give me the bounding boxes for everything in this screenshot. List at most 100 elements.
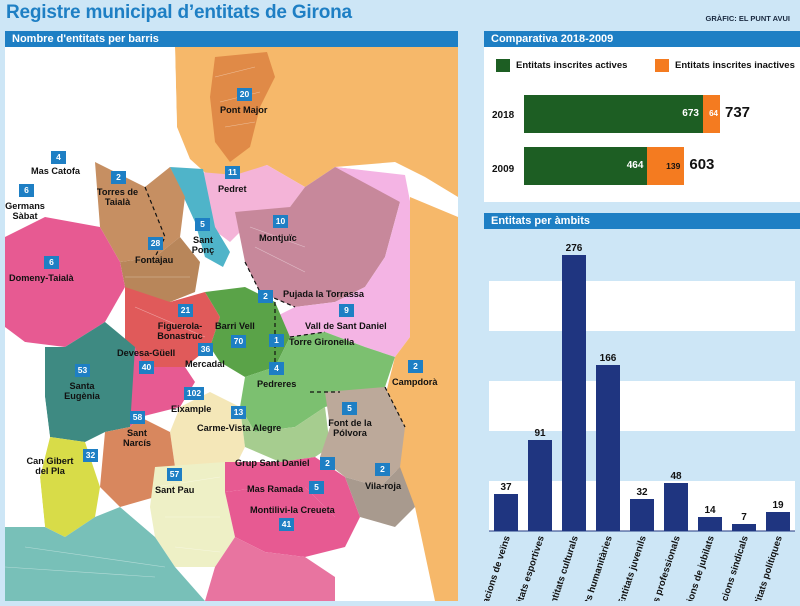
district-label-grup-sant-daniel: Grup Sant Daniel xyxy=(235,458,310,468)
bar-value-label: 166 xyxy=(600,353,617,364)
bar-2009-active: 464 xyxy=(524,147,648,185)
district-count-eixample: 102 xyxy=(184,387,204,400)
bar-8 xyxy=(766,512,790,531)
year-label-2018: 2018 xyxy=(492,110,515,121)
pont-major-core xyxy=(210,52,275,162)
district-label-vall-sant-daniel: Vall de Sant Daniel xyxy=(305,321,387,331)
grid-band xyxy=(489,331,795,381)
river-ter xyxy=(170,167,230,267)
grid-band xyxy=(489,281,795,331)
eixample-zone xyxy=(170,392,245,467)
district-count-sant-narcis: 58 xyxy=(130,411,145,424)
santa-eugenia-zone xyxy=(45,322,145,442)
bar-3 xyxy=(596,365,620,531)
total-2009: 603 xyxy=(689,156,715,173)
district-label-montjuic: Montjuïc xyxy=(259,233,297,243)
montjuic-zone xyxy=(235,167,400,307)
domeny-zone xyxy=(5,217,125,347)
legend-inactive-swatch xyxy=(655,59,669,72)
district-label-mas-catofa: Mas Catofa xyxy=(31,166,81,176)
district-count-sant-pau: 57 xyxy=(167,468,182,481)
legend-active-swatch xyxy=(496,59,510,72)
district-label-font-polvora: Font de la Pólvora xyxy=(328,418,372,438)
bar-6 xyxy=(698,517,722,531)
district-count-campdora: 2 xyxy=(408,360,423,373)
bar-2009-inactive: 139 xyxy=(647,147,685,185)
district-count-fontajau: 28 xyxy=(148,237,163,250)
district-count-mas-ramada: 5 xyxy=(309,481,324,494)
bar-value-label: 7 xyxy=(741,512,747,523)
category-label: ...tats humanitàries xyxy=(578,535,615,601)
district-label-pujada-torrassa: Pujada la Torrassa xyxy=(283,289,365,299)
district-count-vila-roja: 2 xyxy=(375,463,390,476)
district-count-germans-sabat: 6 xyxy=(19,184,34,197)
vila-roja-zone xyxy=(345,467,415,527)
grid-band xyxy=(489,241,795,281)
bar-5 xyxy=(664,483,688,531)
district-count-domeny-taiala: 6 xyxy=(44,256,59,269)
district-count-grup-sant-daniel: 2 xyxy=(320,457,335,470)
district-count-barri-vell: 70 xyxy=(231,335,246,348)
district-count-montilivi-creueta: 41 xyxy=(279,518,294,531)
mas-catofa-zone xyxy=(5,47,177,187)
district-label-carme-vista-alegre: Carme-Vista Alegre xyxy=(197,423,282,433)
carme-zone xyxy=(240,407,330,462)
district-label-figuerola-bonastruc: Figuerola-Bonastruc xyxy=(157,321,203,341)
district-label-germans-sabat: Germans Sàbat xyxy=(5,201,45,221)
district-count-figuerola-bonastruc: 21 xyxy=(178,304,193,317)
district-count-font-polvora: 5 xyxy=(342,402,357,415)
district-label-pedret: Pedret xyxy=(218,184,247,194)
font-polvora-zone xyxy=(320,387,405,487)
district-count-pedret: 11 xyxy=(225,166,240,179)
district-label-devesa-guell: Devesa-Güell xyxy=(117,348,176,358)
district-label-pedreres: Pedreres xyxy=(257,379,297,389)
figuerola-zone xyxy=(125,287,220,367)
bar-value-label: 276 xyxy=(566,243,583,254)
bar-value-label: 32 xyxy=(636,487,648,498)
district-label-sant-pau: Sant Pau xyxy=(155,485,195,495)
legend-inactive-label: Entitats inscrites inactives xyxy=(675,60,795,71)
district-label-sant-ponc: Sant Ponç xyxy=(191,235,215,255)
district-label-can-gibert: Can Gibert del Pla xyxy=(26,456,74,476)
bar-value-label: 37 xyxy=(500,482,512,493)
campdora-zone xyxy=(385,197,458,601)
district-count-montjuic: 10 xyxy=(273,215,288,228)
district-label-domeny-taiala: Domeny-Taialà xyxy=(9,273,74,283)
bar-value-label: 14 xyxy=(704,505,716,516)
district-label-pont-major: Pont Major xyxy=(220,105,268,115)
can-gibert-zone xyxy=(40,437,100,537)
west-zone xyxy=(5,342,50,527)
district-count-pont-major: 20 xyxy=(237,88,252,101)
district-count-mercadal: 36 xyxy=(198,343,213,356)
comparison-header: Comparativa 2018-2009 xyxy=(484,31,800,47)
ambits-chart: 37 ...iacions de veïns 91 Entitats esportiv… xyxy=(477,241,795,606)
bar-0 xyxy=(494,494,518,531)
district-count-carme-vista-alegre: 13 xyxy=(231,406,246,419)
district-label-vila-roja: Vila-roja xyxy=(365,481,402,491)
barri-vell-zone xyxy=(205,287,290,377)
category-label: ...zacions sindicals xyxy=(714,535,751,601)
district-map: Pont Major 20 Mas Catofa 4 Germans Sàbat… xyxy=(5,47,458,601)
bar-1 xyxy=(528,440,552,531)
total-2018: 737 xyxy=(725,104,751,121)
ambits-header: Entitats per àmbits xyxy=(484,213,800,229)
category-label: Entitats esportives xyxy=(510,535,547,601)
fontajau-zone xyxy=(120,237,200,302)
bar-2018-active: 673 xyxy=(524,95,703,133)
district-count-torre-gironella: 1 xyxy=(269,334,284,347)
district-count-torres-taiala: 2 xyxy=(111,171,126,184)
legend-active-label: Entitats inscrites actives xyxy=(516,60,628,71)
map-header: Nombre d'entitats per barris xyxy=(5,31,458,47)
pedret-zone xyxy=(200,165,305,242)
district-count-sant-ponc: 5 xyxy=(195,218,210,231)
south-zone xyxy=(5,507,205,601)
grid-band xyxy=(489,381,795,431)
district-label-eixample: Eixample xyxy=(171,404,212,414)
district-label-montilivi-creueta: Montilivi-la Creueta xyxy=(250,505,335,515)
category-label: Entitats culturals xyxy=(547,535,581,601)
district-count-santa-eugenia: 53 xyxy=(75,364,90,377)
pedreres-zone xyxy=(240,332,395,432)
district-label-campdora: Campdorà xyxy=(392,377,438,387)
district-count-vall-sant-daniel: 9 xyxy=(339,304,354,317)
category-label: Entitats juvenils xyxy=(616,535,649,601)
